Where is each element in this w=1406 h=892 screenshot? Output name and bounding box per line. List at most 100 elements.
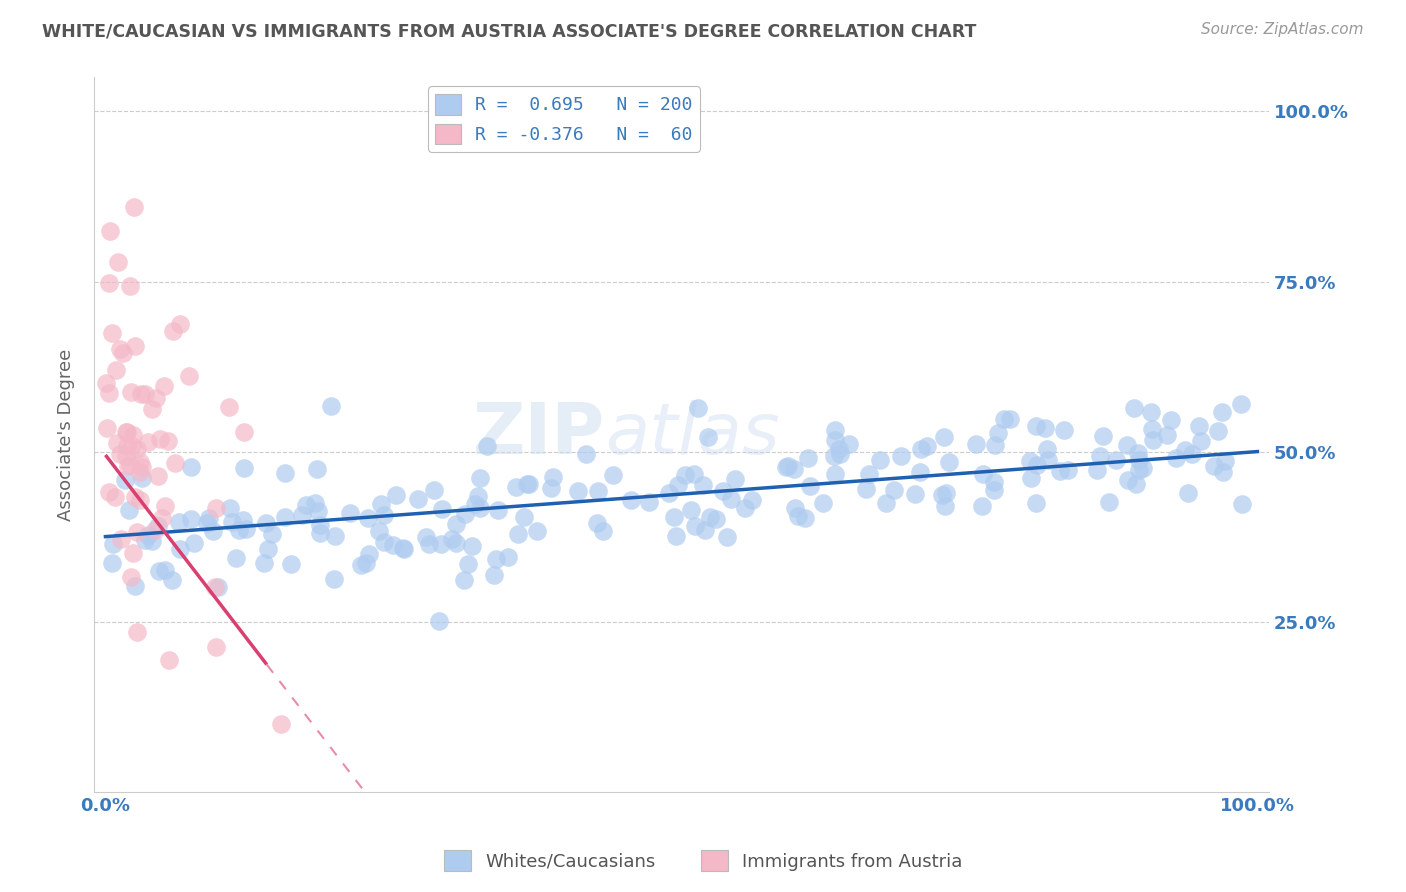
Point <box>169 541 191 556</box>
Point <box>120 570 142 584</box>
Point <box>218 400 240 414</box>
Point <box>908 465 931 479</box>
Point <box>484 568 506 582</box>
Point <box>232 513 254 527</box>
Point <box>1092 429 1115 443</box>
Point <box>516 476 538 491</box>
Point <box>373 508 395 523</box>
Point <box>141 534 163 549</box>
Point <box>110 343 132 357</box>
Point <box>1125 476 1147 491</box>
Point <box>254 516 277 530</box>
Point <box>198 510 221 524</box>
Point <box>858 467 880 481</box>
Point <box>1053 423 1076 437</box>
Point <box>796 451 818 466</box>
Point <box>486 503 509 517</box>
Point <box>741 492 763 507</box>
Point <box>124 490 146 504</box>
Point <box>983 475 1005 490</box>
Point <box>931 488 953 502</box>
Point <box>201 524 224 538</box>
Point <box>204 580 226 594</box>
Point <box>475 438 498 452</box>
Point <box>146 518 169 533</box>
Point <box>94 376 117 390</box>
Point <box>665 529 688 543</box>
Point <box>127 624 149 639</box>
Point <box>148 564 170 578</box>
Point <box>131 460 153 475</box>
Point <box>370 497 392 511</box>
Point <box>720 491 742 506</box>
Point <box>127 442 149 457</box>
Point <box>1166 451 1188 466</box>
Point <box>128 492 150 507</box>
Point <box>446 536 468 550</box>
Text: Source: ZipAtlas.com: Source: ZipAtlas.com <box>1201 22 1364 37</box>
Point <box>309 526 332 541</box>
Point <box>304 496 326 510</box>
Point <box>813 496 835 510</box>
Point <box>115 449 138 463</box>
Point <box>682 467 704 481</box>
Point <box>143 523 166 537</box>
Point <box>122 546 145 560</box>
Point <box>904 487 927 501</box>
Point <box>101 326 124 340</box>
Point <box>218 501 240 516</box>
Point <box>1189 434 1212 448</box>
Point <box>799 479 821 493</box>
Point <box>118 458 141 472</box>
Point <box>824 423 846 437</box>
Point <box>827 442 849 456</box>
Point <box>838 436 860 450</box>
Point <box>575 447 598 461</box>
Point <box>984 438 1007 452</box>
Point <box>686 401 709 415</box>
Point <box>1204 458 1226 473</box>
Point <box>162 574 184 588</box>
Point <box>1018 454 1040 468</box>
Point <box>274 466 297 480</box>
Point <box>146 469 169 483</box>
Point <box>157 653 180 667</box>
Point <box>1181 447 1204 461</box>
Point <box>935 485 957 500</box>
Point <box>468 501 491 516</box>
Point <box>373 535 395 549</box>
Point <box>270 716 292 731</box>
Point <box>1187 418 1209 433</box>
Point <box>384 488 406 502</box>
Point <box>97 276 120 290</box>
Point <box>441 532 464 546</box>
Point <box>1156 427 1178 442</box>
Point <box>699 510 721 524</box>
Point <box>305 462 328 476</box>
Point <box>692 478 714 492</box>
Legend: R =  0.695   N = 200, R = -0.376   N =  60: R = 0.695 N = 200, R = -0.376 N = 60 <box>427 87 700 152</box>
Point <box>1085 463 1108 477</box>
Point <box>228 523 250 537</box>
Point <box>104 491 127 505</box>
Point <box>567 484 589 499</box>
Point <box>467 489 489 503</box>
Point <box>724 473 747 487</box>
Point <box>124 339 146 353</box>
Point <box>470 471 492 485</box>
Point <box>457 557 479 571</box>
Point <box>381 538 404 552</box>
Point <box>356 557 378 571</box>
Point <box>350 558 373 572</box>
Point <box>165 456 187 470</box>
Point <box>156 434 179 448</box>
Y-axis label: Associate's Degree: Associate's Degree <box>58 349 75 521</box>
Point <box>149 432 172 446</box>
Point <box>664 510 686 524</box>
Point <box>321 399 343 413</box>
Point <box>205 640 228 655</box>
Point <box>1116 473 1139 487</box>
Point <box>1126 446 1149 460</box>
Point <box>430 502 453 516</box>
Point <box>1211 404 1233 418</box>
